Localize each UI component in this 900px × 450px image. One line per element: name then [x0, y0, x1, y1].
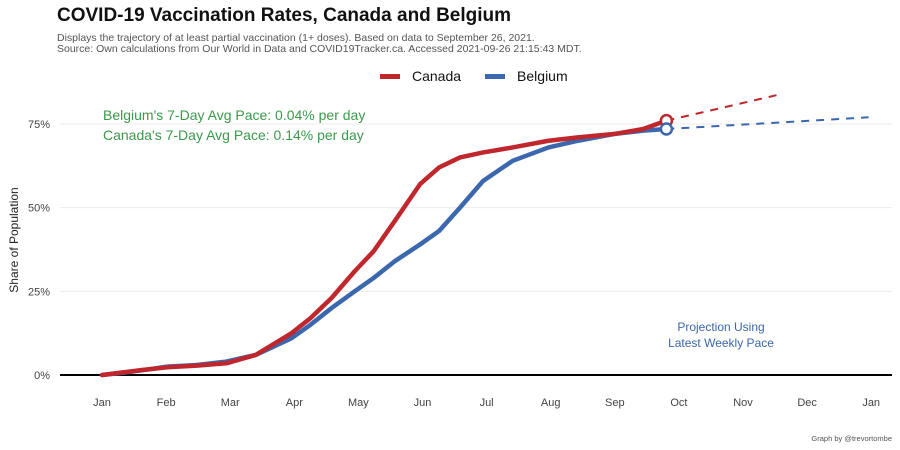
- y-tick-label: 50%: [28, 203, 50, 215]
- chart-subtitle: Displays the trajectory of at least part…: [57, 33, 582, 55]
- x-tick-label: Apr: [286, 397, 303, 409]
- x-tick-label: Jul: [480, 397, 494, 409]
- chart-title: COVID-19 Vaccination Rates, Canada and B…: [57, 5, 512, 26]
- legend-item-belgium: Belgium: [485, 68, 568, 84]
- endpoint-marker-belgium: [659, 122, 674, 136]
- legend-item-canada: Canada: [380, 68, 461, 84]
- projection-line-canada: [666, 92, 783, 122]
- y-tick-label: 75%: [28, 119, 50, 131]
- x-tick-label: Feb: [157, 397, 176, 409]
- projection-note-line-2: Latest Weekly Pace: [668, 336, 774, 350]
- subtitle-line-2: Source: Own calculations from Our World …: [57, 43, 582, 55]
- legend-swatch-canada: [380, 73, 400, 79]
- x-tick-label: Nov: [733, 397, 753, 409]
- series-line-belgium: [99, 126, 669, 378]
- subtitle-line-1: Displays the trajectory of at least part…: [57, 32, 535, 44]
- x-tick-label: Mar: [221, 397, 240, 409]
- x-tick-label: Aug: [541, 397, 561, 409]
- y-tick-label: 25%: [28, 286, 50, 298]
- series-line-canada: [99, 118, 669, 378]
- legend-label-belgium: Belgium: [517, 68, 568, 84]
- x-tick-label: Oct: [670, 397, 687, 409]
- y-axis-title: Share of Population: [7, 187, 21, 292]
- legend-swatch-belgium: [485, 73, 506, 79]
- projection-line-belgium: [666, 116, 869, 131]
- y-tick-label: 0%: [34, 370, 50, 382]
- x-tick-label: May: [348, 397, 369, 409]
- x-tick-label: Jan: [862, 397, 880, 409]
- chart-legend: Canada Belgium: [380, 68, 592, 84]
- x-tick-label: Jan: [93, 397, 111, 409]
- canada-pace-annotation: Canada's 7-Day Avg Pace: 0.14% per day: [103, 127, 364, 143]
- legend-label-canada: Canada: [412, 68, 462, 84]
- x-tick-label: Dec: [797, 397, 817, 409]
- belgium-pace-annotation: Belgium's 7-Day Avg Pace: 0.04% per day: [103, 107, 365, 123]
- x-tick-label: Jun: [414, 397, 432, 409]
- projection-note-line-1: Projection Using: [677, 320, 764, 334]
- chart-caption: Graph by @trevortombe: [811, 434, 892, 443]
- x-tick-label: Sep: [605, 397, 625, 409]
